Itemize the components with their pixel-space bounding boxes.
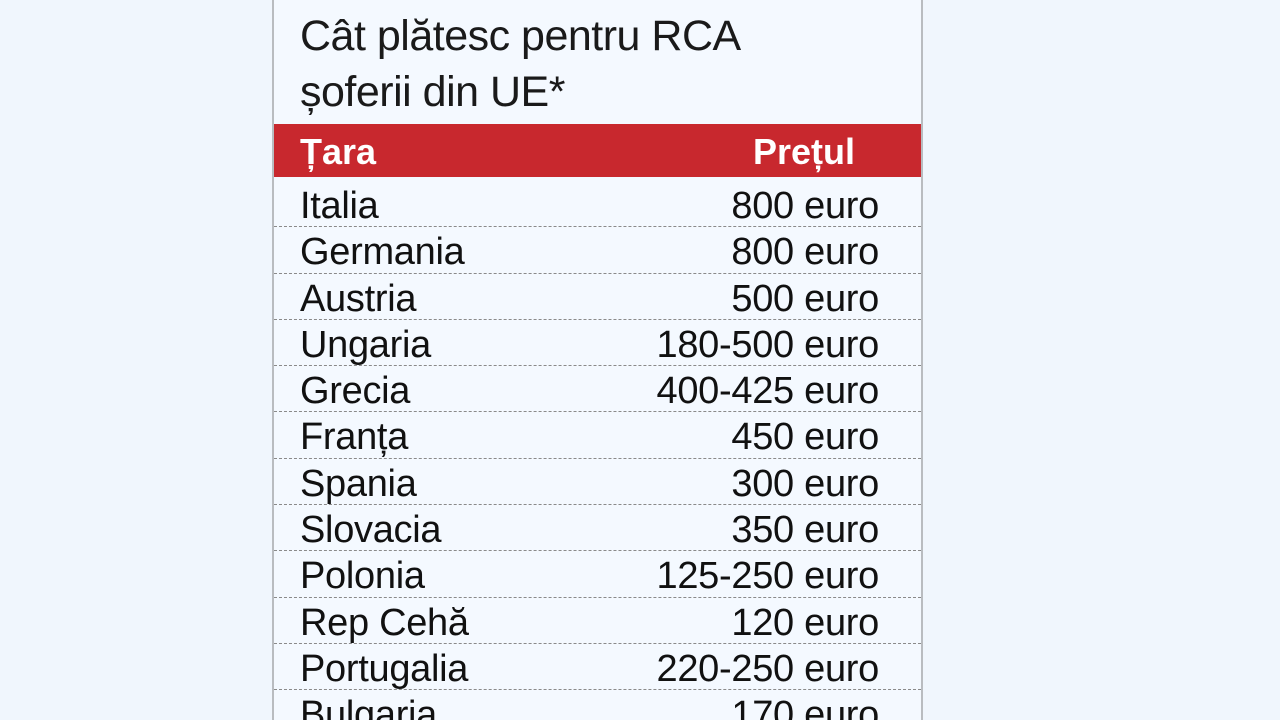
table-row: Germania 800 euro xyxy=(274,227,921,274)
country-cell: Rep Cehă xyxy=(300,601,469,644)
table-row: Bulgaria 170 euro xyxy=(274,690,921,720)
table-row: Slovacia 350 euro xyxy=(274,505,921,552)
column-header-price: Prețul xyxy=(752,131,855,172)
price-cell: 400-425 euro xyxy=(656,370,880,413)
price-cell: 500 euro xyxy=(731,277,879,320)
country-cell: Polonia xyxy=(300,555,425,598)
country-cell: Spania xyxy=(300,462,417,505)
country-cell: Portugalia xyxy=(300,647,469,690)
infographic-title: Cât plătesc pentru RCA șoferii din UE* xyxy=(300,8,900,120)
infographic-panel: Cât plătesc pentru RCA șoferii din UE* Ț… xyxy=(272,0,923,720)
table-row: Italia 800 euro xyxy=(274,181,921,228)
price-cell: 350 euro xyxy=(731,509,879,552)
country-cell: Franța xyxy=(300,416,409,459)
country-cell: Austria xyxy=(300,277,417,320)
country-cell: Grecia xyxy=(300,370,411,413)
table-row: Ungaria 180-500 euro xyxy=(274,320,921,367)
country-cell: Ungaria xyxy=(300,323,431,366)
column-header-country: Țara xyxy=(300,131,377,172)
table-row: Grecia 400-425 euro xyxy=(274,366,921,413)
price-cell: 180-500 euro xyxy=(656,323,880,366)
table-row: Spania 300 euro xyxy=(274,459,921,506)
table-row: Franța 450 euro xyxy=(274,412,921,459)
title-line-2: șoferii din UE* xyxy=(300,68,565,116)
price-cell: 120 euro xyxy=(731,601,879,644)
country-cell: Slovacia xyxy=(300,509,442,552)
table-row: Rep Cehă 120 euro xyxy=(274,598,921,644)
price-cell: 220-250 euro xyxy=(656,647,880,690)
country-cell: Italia xyxy=(300,185,379,227)
price-cell: 800 euro xyxy=(731,231,879,274)
table-row: Polonia 125-250 euro xyxy=(274,551,921,598)
title-line-1: Cât plătesc pentru RCA xyxy=(300,12,741,60)
price-cell: 300 euro xyxy=(731,462,879,505)
price-cell: 170 euro xyxy=(731,694,879,720)
price-table: Italia 800 euro Germania 800 euro Austri… xyxy=(274,181,921,720)
table-row: Austria 500 euro xyxy=(274,274,921,320)
price-cell: 125-250 euro xyxy=(656,555,880,598)
price-cell: 450 euro xyxy=(731,416,879,459)
country-cell: Germania xyxy=(300,231,465,274)
country-cell: Bulgaria xyxy=(300,694,438,720)
table-header: Țara Prețul xyxy=(274,124,921,177)
table-row: Portugalia 220-250 euro xyxy=(274,644,921,691)
price-cell: 800 euro xyxy=(731,185,879,227)
